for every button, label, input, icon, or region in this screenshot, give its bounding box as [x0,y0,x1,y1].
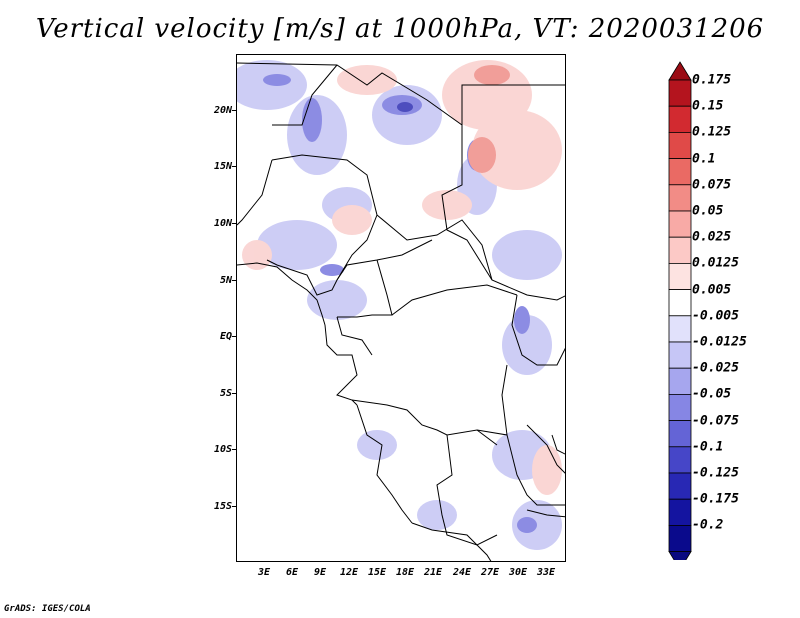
colorbar-level-label: -0.2 [692,517,724,533]
colorbar-box [668,420,692,448]
colorbar-level-label: -0.025 [692,360,739,376]
colorbar [668,61,692,560]
lat-tick [232,393,236,394]
lon-label: 12E [339,567,359,578]
colorbar-level-label: 0.1 [692,151,716,167]
lon-label: 15E [367,567,387,578]
colorbar-box [668,236,692,264]
colorbar-box [668,446,692,474]
lat-label: EQ [219,331,232,342]
colorbar-level-label: 0.175 [692,72,732,88]
lon-label: 6E [285,567,299,578]
colorbar-level-label: -0.05 [692,386,732,402]
lon-label: 9E [313,567,327,578]
lat-tick [232,449,236,450]
lat-label: 15N [213,161,232,172]
colorbar-level-label: 0.005 [692,282,732,298]
lat-tick [232,166,236,167]
country-borders [237,62,565,561]
colorbar-box [668,393,692,421]
colorbar-bottom-arrow [668,551,692,560]
lon-label: 33E [536,567,556,578]
colorbar-box [668,472,692,500]
colorbar-level-label: -0.005 [692,308,739,324]
colorbar-box [668,79,692,107]
map-canvas [237,60,565,561]
lat-label: 15S [213,501,232,512]
colorbar-level-label: -0.175 [692,491,739,507]
colorbar-box [668,498,692,526]
lat-label: 10N [213,218,232,229]
lon-label: 30E [508,567,528,578]
colorbar-box [668,184,692,212]
lat-tick [232,506,236,507]
colorbar-level-label: 0.15 [692,98,724,114]
colorbar-box [668,262,692,290]
colorbar-level-label: 0.05 [692,203,724,219]
lat-tick [232,336,236,337]
colorbar-box [668,210,692,238]
lat-tick [232,110,236,111]
colorbar-box [668,341,692,369]
colorbar-box [668,158,692,186]
colorbar-box [668,315,692,343]
lat-tick [232,280,236,281]
colorbar-box [668,105,692,133]
colorbar-box [668,367,692,395]
colorbar-box [668,289,692,317]
lon-label: 18E [395,567,415,578]
colorbar-level-label: 0.025 [692,229,732,245]
lon-label: 27E [480,567,500,578]
colorbar-box [668,132,692,160]
lat-tick [232,223,236,224]
lat-label: 10S [213,444,232,455]
chart-title: Vertical velocity [m/s] at 1000hPa, VT: … [35,14,765,44]
lon-label: 24E [452,567,472,578]
lat-label: 5S [219,388,232,399]
lon-label: 21E [423,567,443,578]
colorbar-top-arrow [668,61,692,81]
colorbar-level-label: -0.0125 [692,334,747,350]
colorbar-level-label: -0.1 [692,439,724,455]
lon-label: 3E [257,567,271,578]
colorbar-level-label: -0.125 [692,465,739,481]
colorbar-level-label: -0.075 [692,413,739,429]
lat-label: 20N [213,105,232,116]
map-panel [236,54,566,562]
colorbar-level-label: 0.075 [692,177,732,193]
colorbar-box [668,524,692,552]
colorbar-level-label: 0.125 [692,124,732,140]
grads-credit: GrADS: IGES/COLA [4,604,91,614]
velocity-shading [237,60,562,550]
lat-label: 5N [219,275,232,286]
colorbar-level-label: 0.0125 [692,255,739,271]
